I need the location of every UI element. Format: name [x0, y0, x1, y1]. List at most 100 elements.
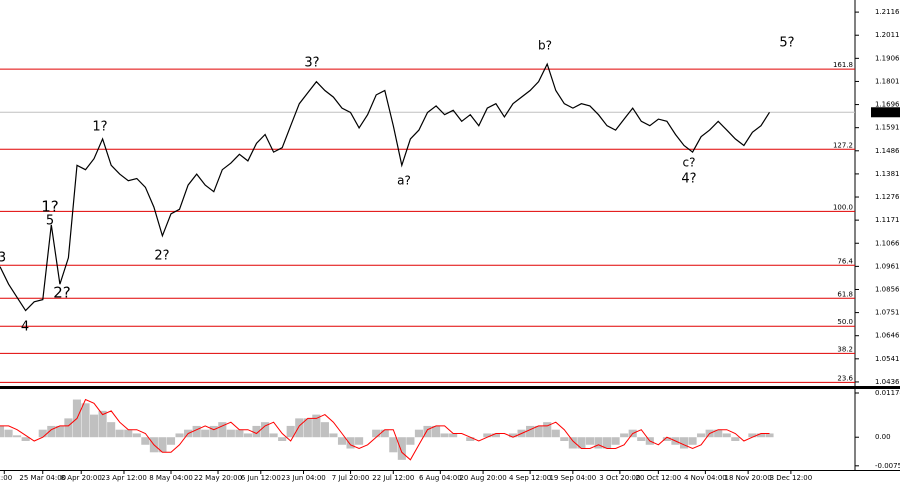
wave-label: 2?: [53, 284, 71, 302]
histogram-bar: [278, 437, 287, 441]
histogram-bar: [380, 429, 389, 438]
histogram-bar: [483, 433, 492, 438]
histogram-bar: [594, 437, 603, 449]
histogram-bar: [508, 433, 518, 438]
histogram-bar: [4, 429, 13, 438]
annotations: 3 4 5 1? 2? 1? 2? 3? a? b? c? 4? 5?: [0, 36, 795, 335]
histogram-bar: [491, 433, 500, 438]
y-tick-label: 1.0751: [875, 309, 900, 317]
x-tick-label: 2:00: [0, 474, 12, 482]
histogram-bar: [252, 425, 261, 438]
histogram-bar: [81, 403, 90, 438]
x-tick-label: 4 Sep 12:00: [509, 474, 551, 482]
histogram-bar: [397, 437, 406, 460]
histogram-bar: [389, 437, 398, 453]
last-price-label: 1.1661: [874, 108, 899, 116]
histogram-bar: [466, 437, 475, 441]
x-tick-label: 6 Aug 04:00: [419, 474, 462, 482]
histogram-bar: [756, 433, 766, 438]
x-tick-label: 25 Mar 04:00: [19, 474, 66, 482]
histogram-bar: [551, 429, 560, 438]
wave-label: 4: [21, 320, 29, 335]
x-tick-label: 3 Oct 20:00: [599, 474, 640, 482]
y-tick-label: 1.1066: [875, 239, 900, 247]
x-tick-label: 23 Jun 04:00: [281, 474, 325, 482]
histogram-bar: [329, 433, 338, 438]
wave-label: 2?: [154, 249, 169, 264]
y-tick-label: 1.1171: [875, 216, 900, 224]
histogram-bar: [21, 437, 30, 441]
histogram-bar: [243, 433, 253, 438]
histogram-bar: [312, 414, 321, 438]
histogram-bar: [765, 433, 774, 438]
wave-label: 1?: [41, 198, 59, 216]
x-tick-label: 20 Oct 12:00: [636, 474, 682, 482]
histogram-bar: [534, 425, 543, 438]
histogram-bar: [218, 422, 227, 438]
wave-label: 4?: [681, 172, 696, 187]
y-tick-label: 1.0646: [875, 332, 900, 340]
x-tick-label: 8 Apr 20:00: [61, 474, 102, 482]
y-tick-label: 1.0961: [875, 262, 900, 270]
histogram-bar: [337, 437, 347, 445]
histogram-bar: [577, 437, 586, 449]
level-label: 76.4: [837, 257, 853, 265]
x-tick-label: 6 Jun 12:00: [241, 474, 281, 482]
histogram-bar: [679, 437, 689, 449]
histogram-bar: [47, 425, 56, 438]
y-tick-label: 1.1381: [875, 170, 900, 178]
y-tick-label: 1.2116: [875, 8, 900, 16]
level-label: 38.2: [837, 345, 853, 353]
histogram-bar: [209, 425, 218, 438]
level-label: 50.0: [837, 318, 853, 326]
y-tick-label: 1.0436: [875, 378, 900, 386]
histogram-bar: [286, 425, 295, 438]
histogram-bar: [235, 429, 244, 438]
histogram-bar: [611, 437, 620, 445]
level-label: 23.6: [837, 374, 853, 382]
histogram-bar: [115, 429, 124, 438]
y-tick-label: 1.0541: [875, 355, 900, 363]
histogram-bar: [620, 433, 629, 438]
histogram-bar: [64, 418, 73, 438]
histogram-bar: [0, 425, 5, 438]
x-tick-label: 8 May 04:00: [149, 474, 193, 482]
histogram-bar: [423, 425, 432, 438]
histogram-bar: [440, 433, 449, 438]
histogram-bar: [98, 410, 107, 438]
wave-label: b?: [538, 39, 552, 53]
price-line: [0, 62, 771, 312]
histogram-bar: [13, 435, 22, 438]
histogram-bar: [543, 422, 552, 438]
histogram-bar: [269, 433, 278, 438]
histogram-bar: [303, 418, 312, 438]
histogram-bar: [89, 414, 99, 438]
x-tick-label: 20 Aug 20:00: [459, 474, 506, 482]
wave-label: 3: [0, 251, 6, 266]
histogram-bar: [166, 437, 176, 445]
histogram-bar: [175, 433, 184, 438]
y-tick-label: 0.00: [875, 433, 891, 441]
level-label: 100.0: [833, 203, 853, 211]
histogram-bar: [731, 437, 740, 441]
histogram-bar: [697, 433, 706, 438]
wave-label: a?: [397, 174, 411, 188]
histogram-bar: [38, 429, 47, 438]
y-tick-label: -0.00759: [875, 462, 900, 470]
histogram-bar: [295, 418, 304, 438]
histogram-bar: [55, 425, 64, 438]
histogram-bar: [226, 429, 235, 438]
histogram-bar: [748, 433, 757, 438]
x-tick-label: 7 Jul 20:00: [332, 474, 370, 482]
histogram-bar: [372, 429, 381, 438]
x-tick-label: 22 May 20:00: [194, 474, 242, 482]
histogram-bar: [431, 425, 441, 438]
histogram-bar: [201, 429, 210, 438]
x-tick-label: 22 Jul 12:00: [372, 474, 414, 482]
histogram-bar: [560, 437, 569, 441]
level-label: 61.8: [837, 290, 853, 298]
level-label: 161.8: [833, 61, 853, 69]
wave-label: 5: [46, 214, 54, 229]
histogram-bar: [124, 429, 133, 438]
histogram-bar: [320, 422, 329, 438]
